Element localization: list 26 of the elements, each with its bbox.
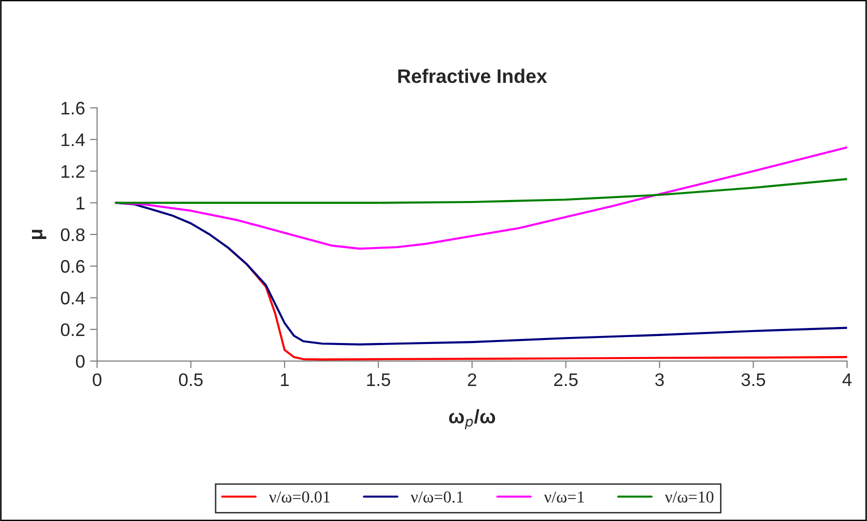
x-tick-label: 1: [280, 374, 289, 386]
chart-title: Refractive Index: [398, 68, 548, 84]
legend-label: ν/ω=0.1: [410, 491, 464, 503]
y-tick-label: 0.2: [60, 323, 84, 336]
y-tick-label: 1.2: [62, 165, 84, 178]
x-tick-label: 4: [842, 374, 852, 386]
x-axis-title: ω$_{p}$/ω: [449, 409, 496, 430]
legend-label: ν/ω=0.01: [268, 491, 330, 503]
x-tick-label: 3.5: [741, 373, 766, 386]
y-tick-label: 0: [76, 354, 85, 368]
x-tick-label: 0.5: [179, 373, 203, 386]
y-tick-label: 1: [76, 196, 84, 210]
y-axis-title: μ: [32, 230, 46, 240]
y-tick-label: 0.4: [60, 292, 85, 304]
line-series: [114, 178, 848, 204]
x-tick-label: 3: [655, 373, 664, 386]
y-tick-label: 1.4: [62, 134, 85, 146]
legend-label: ν/ω=10: [664, 491, 714, 503]
x-tick-label: 0: [92, 373, 102, 386]
x-tick-label: 2.5: [554, 373, 578, 386]
legend-label: ν/ω=1: [544, 491, 584, 503]
y-tick-label: 0.6: [60, 260, 85, 273]
y-tick-label: 0.8: [60, 228, 85, 242]
y-tick-label: 1.6: [62, 102, 85, 115]
x-tick-label: 1.5: [367, 374, 390, 386]
x-tick-label: 2: [468, 373, 476, 386]
